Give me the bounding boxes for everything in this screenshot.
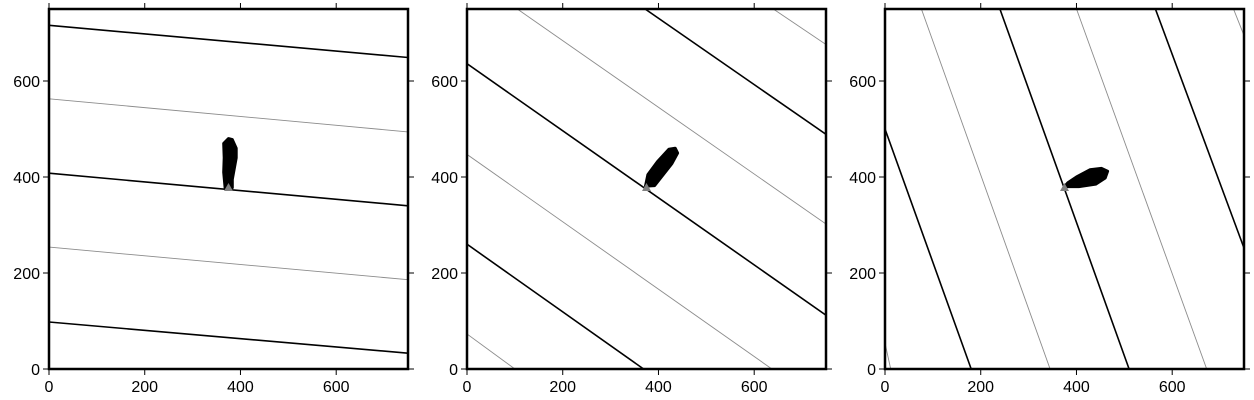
x-tick-label: 0	[463, 379, 472, 396]
major-contour-line-2	[467, 243, 645, 369]
minor-contour-line-3	[467, 154, 773, 369]
y-tick-label: 600	[431, 74, 458, 91]
plot-area	[49, 24, 408, 354]
y-tick-label: 400	[431, 170, 458, 187]
minor-contour-line-5	[1076, 9, 1208, 369]
x-tick-label: 200	[131, 379, 158, 396]
minor-contour-line-7	[1233, 9, 1244, 36]
minor-contour-line-3	[920, 9, 1051, 369]
minor-contour-line-2	[49, 246, 408, 281]
x-tick-label: 200	[967, 379, 994, 396]
x-tick-label: 400	[645, 379, 672, 396]
minor-contour-line-7	[773, 9, 826, 45]
data-blob	[1063, 166, 1110, 189]
x-tick-label: 200	[549, 379, 576, 396]
major-contour-line-6	[644, 9, 826, 135]
x-tick-label: 0	[45, 379, 54, 396]
y-tick-label: 0	[867, 362, 876, 379]
y-tick-label: 200	[13, 266, 40, 283]
chart-panel-2: 0 200 400 600 0 200 400 600	[431, 3, 832, 396]
major-contour-line-2	[885, 128, 972, 369]
y-tick-label: 0	[449, 362, 458, 379]
y-tick-label: 400	[13, 170, 40, 187]
major-contour-line-5	[49, 24, 408, 59]
y-tick-label: 600	[849, 74, 876, 91]
y-tick-label: 200	[849, 266, 876, 283]
panels: 0 200 400 600 0 200 400 600 0 200 400 600 0 200 400 600…	[13, 3, 1250, 396]
station-marker	[224, 183, 233, 192]
chart-panel-1: 0 200 400 600 0 200 400 600	[13, 3, 414, 396]
plot-frame	[47, 7, 410, 371]
y-tick-label: 400	[849, 170, 876, 187]
plot-area	[467, 9, 826, 369]
data-blob	[644, 146, 680, 188]
data-blob	[222, 137, 238, 190]
chart-panel-3: 0 200 400 600 0 200 400 600	[849, 3, 1250, 396]
minor-contour-line-1	[467, 333, 516, 369]
minor-contour-line-4	[49, 98, 408, 133]
x-tick-label: 600	[1159, 379, 1186, 396]
x-tick-label: 600	[323, 379, 350, 396]
major-contour-line-6	[1154, 9, 1244, 249]
x-tick-label: 400	[227, 379, 254, 396]
x-tick-label: 400	[1063, 379, 1090, 396]
x-tick-label: 0	[881, 379, 890, 396]
y-tick-label: 0	[31, 362, 40, 379]
station-marker	[642, 183, 651, 192]
plot-frame	[883, 7, 1246, 371]
major-contour-line-1	[49, 321, 408, 354]
x-tick-label: 600	[741, 379, 768, 396]
plot-area	[885, 9, 1244, 369]
minor-contour-line-5	[517, 9, 826, 225]
station-marker	[1060, 183, 1069, 192]
plot-frame	[465, 7, 828, 371]
y-tick-label: 600	[13, 74, 40, 91]
y-tick-label: 200	[431, 266, 458, 283]
